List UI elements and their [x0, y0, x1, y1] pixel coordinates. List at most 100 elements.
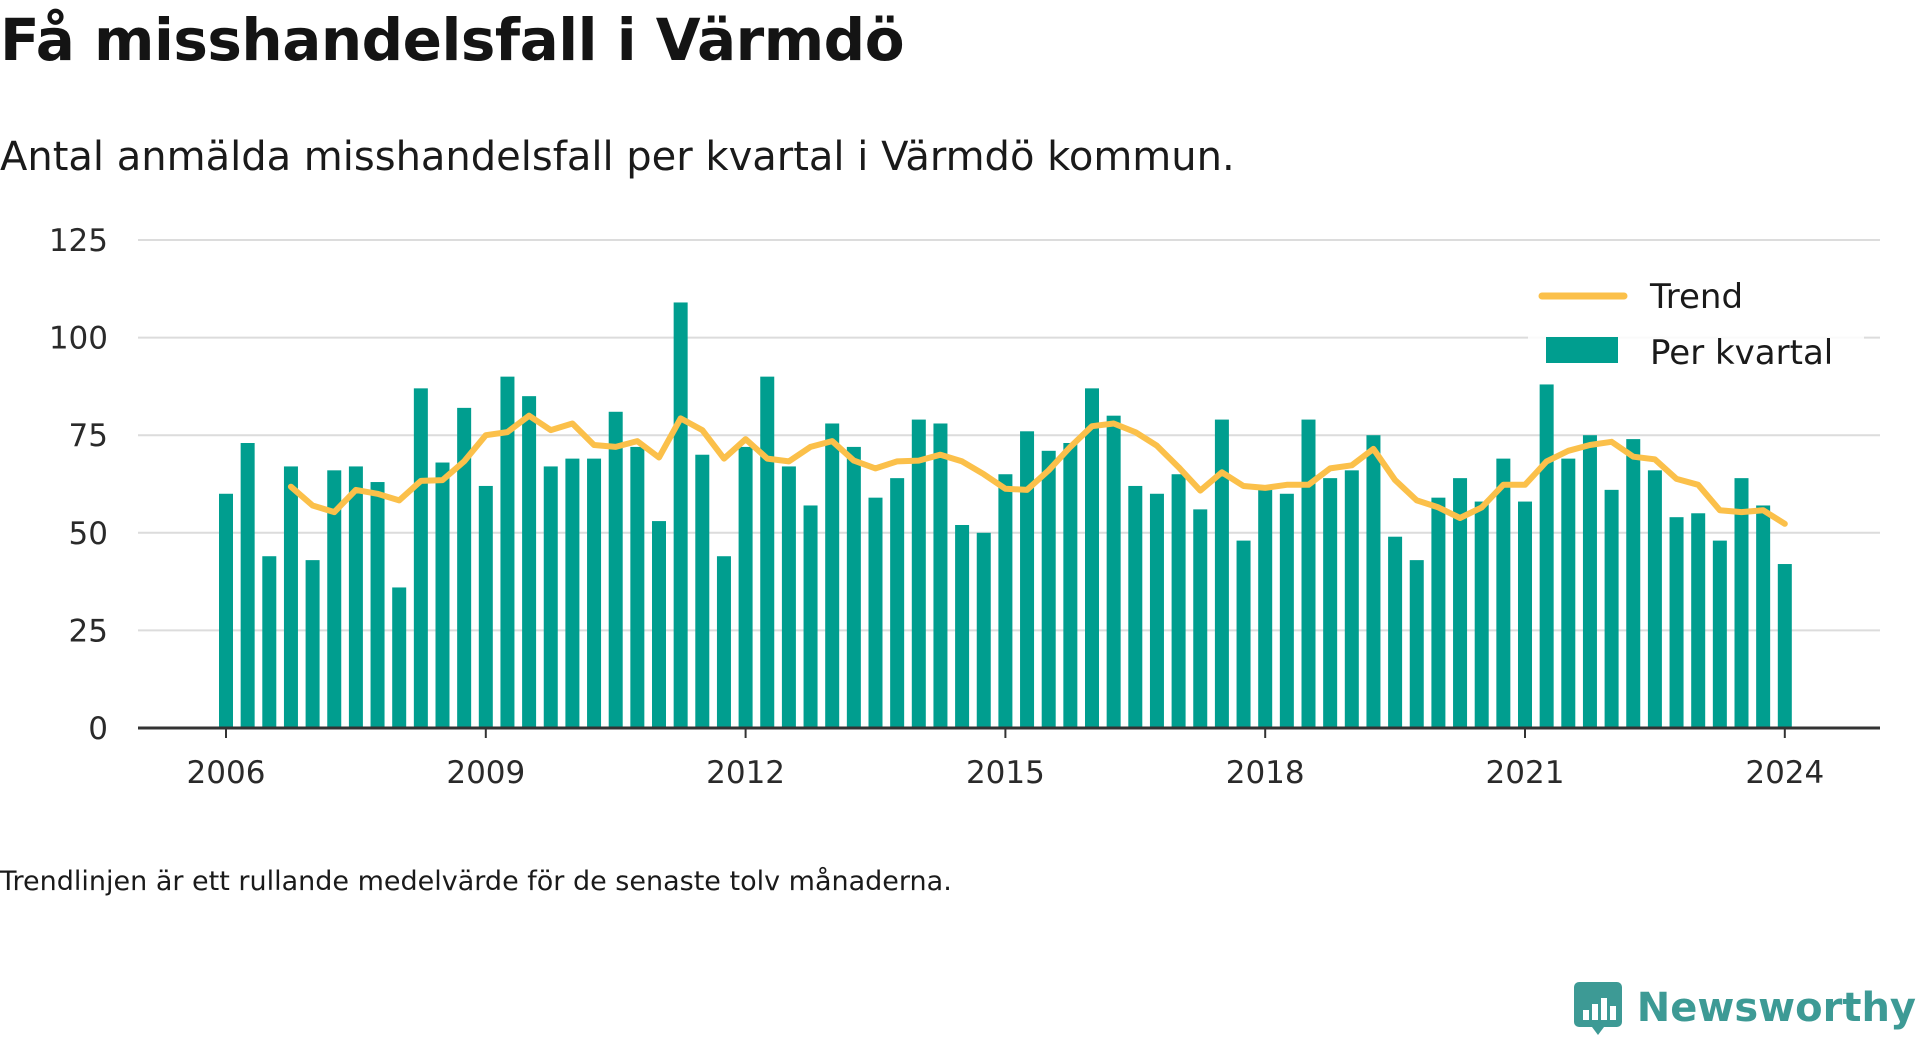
bar-2006Q2 — [240, 443, 255, 728]
bar-2012Q3 — [781, 466, 796, 728]
bar-2019Q1 — [1344, 470, 1359, 728]
bar-2010Q1 — [565, 458, 580, 728]
bar-2017Q4 — [1236, 540, 1251, 728]
bar-2015Q4 — [1063, 443, 1078, 728]
legend-label-trend: Trend — [1649, 277, 1743, 317]
x-tick-label: 2009 — [446, 755, 525, 791]
bar-2008Q1 — [392, 587, 407, 728]
bar-2022Q1 — [1604, 489, 1619, 728]
bar-2020Q2 — [1453, 478, 1468, 728]
x-tick-label: 2006 — [187, 755, 266, 791]
bar-2021Q4 — [1582, 435, 1597, 728]
bar-2023Q1 — [1691, 513, 1706, 728]
bar-2012Q1 — [738, 446, 753, 728]
bar-2022Q4 — [1669, 517, 1684, 728]
y-tick-label: 75 — [69, 418, 108, 454]
bar-2015Q1 — [998, 474, 1013, 728]
bar-2015Q3 — [1041, 450, 1056, 728]
bar-2017Q1 — [1171, 474, 1186, 728]
bar-2020Q4 — [1496, 458, 1511, 728]
x-tick-label: 2012 — [706, 755, 785, 791]
trend-line — [287, 412, 1788, 527]
bar-2006Q1 — [219, 493, 233, 728]
bar-2011Q4 — [716, 556, 731, 728]
bar-2014Q2 — [933, 423, 948, 728]
bar-2009Q3 — [522, 396, 537, 728]
bar-2023Q3 — [1734, 478, 1749, 728]
bar-2018Q4 — [1323, 478, 1338, 728]
bar-2010Q3 — [608, 411, 623, 728]
bar-2007Q2 — [327, 470, 342, 728]
bar-2021Q2 — [1539, 384, 1554, 728]
x-tick-label: 2015 — [966, 755, 1045, 791]
bar-2006Q4 — [283, 466, 298, 728]
bar-2014Q1 — [911, 419, 926, 728]
bar-2014Q3 — [955, 524, 970, 728]
bar-2022Q2 — [1626, 439, 1641, 728]
bar-2012Q4 — [803, 505, 818, 728]
bar-2018Q2 — [1279, 493, 1294, 728]
bar-2010Q2 — [587, 458, 602, 728]
bar-2019Q2 — [1366, 435, 1381, 728]
bar-2009Q4 — [543, 466, 558, 728]
chart-subtitle: Antal anmälda misshandelsfall per kvarta… — [0, 134, 1235, 180]
bar-2007Q3 — [348, 466, 363, 728]
bar-2013Q1 — [825, 423, 840, 728]
bar-2021Q1 — [1518, 501, 1532, 728]
x-tick-label: 2021 — [1486, 755, 1565, 791]
bar-2010Q4 — [630, 446, 645, 728]
bar-2021Q3 — [1561, 458, 1576, 728]
bar-2014Q4 — [976, 532, 991, 728]
bar-2016Q4 — [1149, 493, 1164, 728]
y-tick-label: 100 — [49, 321, 108, 357]
legend-label-per-kvartal: Per kvartal — [1650, 333, 1833, 373]
brand: Newsworthy — [1573, 980, 1916, 1036]
bar-2009Q2 — [500, 376, 515, 728]
bar-2008Q3 — [435, 462, 450, 728]
bar-2024Q1 — [1777, 564, 1792, 728]
bar-2009Q1 — [478, 485, 493, 728]
bar-2020Q1 — [1431, 497, 1446, 728]
x-axis-ticks: 2006 2009 2012 2015 2018 2021 2024 — [187, 728, 1824, 791]
bar-2020Q3 — [1474, 501, 1489, 728]
x-tick-label: 2024 — [1745, 755, 1824, 791]
bar-2016Q2 — [1106, 415, 1121, 728]
newsworthy-chart-icon — [1573, 982, 1622, 1035]
bar-2013Q3 — [868, 497, 883, 728]
x-tick-label: 2018 — [1226, 755, 1305, 791]
bar-2022Q3 — [1647, 470, 1662, 728]
y-axis-ticks: 0 25 50 75 100 125 — [49, 223, 108, 747]
bar-2017Q3 — [1214, 419, 1229, 728]
bar-2015Q2 — [1020, 431, 1035, 728]
bar-2023Q4 — [1756, 505, 1771, 728]
bar-2013Q4 — [890, 478, 905, 728]
bar-2018Q1 — [1258, 485, 1273, 728]
bar-2018Q3 — [1301, 419, 1316, 728]
y-tick-label: 50 — [69, 516, 108, 552]
bar-2019Q4 — [1409, 560, 1424, 728]
bar-2011Q1 — [652, 521, 666, 728]
trend-line-layer — [287, 412, 1788, 527]
bar-2017Q2 — [1193, 509, 1208, 728]
bar-2016Q1 — [1085, 388, 1099, 728]
chart-title: Få misshandelsfall i Värmdö — [0, 6, 905, 74]
brand-name: Newsworthy — [1636, 985, 1916, 1031]
y-tick-label: 0 — [88, 711, 108, 747]
bar-2008Q4 — [457, 407, 472, 728]
bars-per-kvartal — [219, 302, 1792, 728]
y-tick-label: 125 — [49, 223, 108, 259]
bar-2011Q3 — [695, 454, 710, 728]
bar-2006Q3 — [262, 556, 277, 728]
bar-2007Q4 — [370, 482, 385, 728]
legend-bar-swatch — [1546, 337, 1618, 363]
bar-2023Q2 — [1712, 540, 1727, 728]
bar-2008Q2 — [413, 388, 428, 728]
bar-2007Q1 — [305, 560, 320, 728]
footnote: Trendlinjen är ett rullande medelvärde f… — [0, 866, 952, 897]
bar-2012Q2 — [760, 376, 775, 728]
bar-2013Q2 — [846, 446, 861, 728]
y-tick-label: 25 — [69, 613, 108, 649]
bar-2019Q3 — [1388, 536, 1403, 728]
legend: Trend Per kvartal — [1528, 268, 1864, 382]
